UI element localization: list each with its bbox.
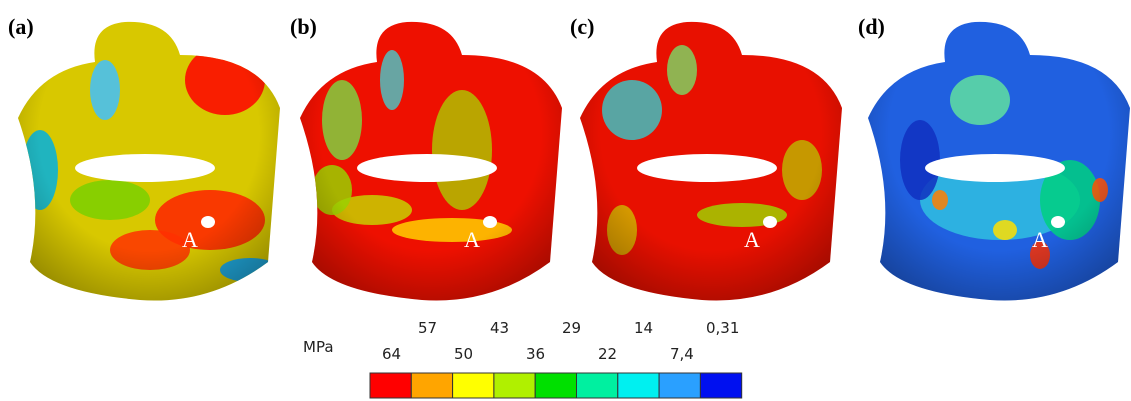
legend-label: 57 (418, 319, 437, 337)
legend-box (659, 373, 700, 398)
legend-box (700, 373, 741, 398)
ring-hole (637, 154, 777, 182)
point-label: A (1032, 227, 1048, 252)
ring-hole (357, 154, 497, 182)
legend-box (370, 373, 411, 398)
legend-box (411, 373, 452, 398)
point-marker (201, 216, 215, 228)
panel: (a) A (8, 14, 280, 301)
panel: (d) A (858, 14, 1130, 301)
figure: (a) A (b) A (c) A (d) A MPa 64 57 50 43 36 29 22 14 7,4 0,… (0, 0, 1131, 401)
panel-label: (b) (290, 14, 317, 39)
panel-label: (a) (8, 14, 34, 39)
point-label: A (744, 227, 760, 252)
legend-box (494, 373, 535, 398)
point-marker (763, 216, 777, 228)
legend-label: 14 (634, 319, 653, 337)
legend-unit: MPa (303, 338, 334, 356)
ring-hole (925, 154, 1065, 182)
legend-label: 22 (598, 345, 617, 363)
legend-label: 50 (454, 345, 473, 363)
panel: (c) A (570, 14, 842, 301)
legend: MPa 64 57 50 43 36 29 22 14 7,4 0,31 (303, 319, 742, 398)
legend-box (535, 373, 576, 398)
point-marker (483, 216, 497, 228)
legend-label: 43 (490, 319, 509, 337)
legend-label: 29 (562, 319, 581, 337)
legend-box (618, 373, 659, 398)
point-label: A (464, 227, 480, 252)
panel-label: (c) (570, 14, 594, 39)
panel-label: (d) (858, 14, 885, 39)
point-label: A (182, 227, 198, 252)
point-marker (1051, 216, 1065, 228)
legend-box (577, 373, 618, 398)
legend-label: 0,31 (706, 319, 739, 337)
panel: (b) A (290, 14, 562, 301)
ring-hole (75, 154, 215, 182)
legend-label: 36 (526, 345, 545, 363)
legend-label: 7,4 (670, 345, 694, 363)
legend-box (453, 373, 494, 398)
legend-label: 64 (382, 345, 401, 363)
